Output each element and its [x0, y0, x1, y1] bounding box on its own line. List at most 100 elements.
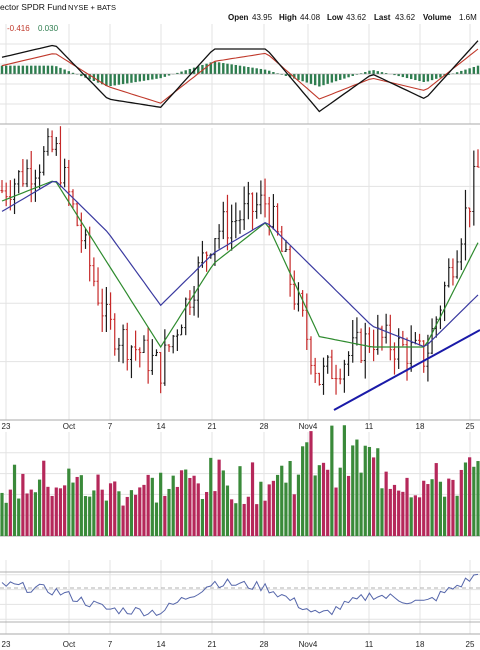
volume-bar: [246, 496, 250, 536]
macd-histogram-bar: [326, 74, 329, 84]
macd-histogram-bar: [422, 74, 425, 83]
macd-histogram-bar: [330, 74, 334, 83]
macd-histogram-bar: [222, 63, 225, 74]
macd-histogram-bar: [71, 72, 75, 74]
macd-histogram-bar: [205, 63, 208, 74]
volume-bar: [438, 481, 443, 536]
macd-histogram-bar: [297, 74, 300, 80]
volume-bar: [71, 482, 75, 536]
volume-bar: [8, 489, 12, 536]
x-tick-label: 28: [260, 640, 269, 649]
macd-histogram-bar: [284, 74, 288, 76]
volume-bar: [225, 485, 230, 536]
volume-label: Volume: [423, 13, 452, 22]
macd-histogram-bar: [380, 72, 384, 74]
volume-bar: [213, 491, 217, 536]
macd-histogram-bar: [305, 74, 309, 83]
macd-histogram-bar: [468, 68, 471, 74]
macd-histogram-bar: [472, 66, 476, 74]
macd-histogram-bar: [439, 74, 442, 78]
volume-bar: [455, 495, 459, 536]
volume-bar: [442, 496, 447, 536]
x-tick-label: 14: [157, 422, 166, 431]
volume-bar: [230, 499, 234, 536]
volume-bar: [154, 502, 159, 536]
volume-bar: [234, 503, 238, 536]
volume-bar: [50, 495, 54, 536]
macd-histogram-bar: [397, 74, 400, 77]
volume-bar: [409, 497, 413, 536]
exchange-label: NYSE + BATS: [68, 3, 116, 12]
macd-histogram-bar: [146, 74, 150, 81]
volume-bar: [129, 490, 134, 536]
macd-histogram-bar: [460, 70, 463, 74]
volume-bar: [338, 467, 342, 536]
x-tick-label: 21: [208, 422, 217, 431]
open-value: 43.95: [252, 13, 273, 22]
macd-histogram-bar: [63, 69, 66, 74]
volume-bar: [0, 492, 4, 536]
volume-bar: [346, 475, 351, 536]
volume-bar: [83, 496, 88, 536]
macd-histogram-bar: [334, 74, 338, 82]
macd-histogram-bar: [447, 74, 450, 75]
macd-histogram-bar: [0, 65, 4, 74]
volume-bar: [192, 475, 196, 536]
macd-histogram-bar: [343, 74, 346, 79]
macd-histogram-bar: [313, 74, 317, 86]
macd-histogram-bar: [55, 66, 58, 74]
volume-bar: [88, 496, 92, 536]
oscillator-panel: [1, 573, 479, 617]
volume-bar: [317, 465, 321, 536]
volume-bar: [426, 484, 430, 536]
volume-bar: [372, 457, 376, 536]
x-tick-label: 7: [108, 640, 113, 649]
volume-bar: [17, 498, 21, 536]
volume-bar: [184, 469, 188, 536]
volume-bar: [417, 497, 422, 536]
x-tick-label: Oct: [63, 422, 76, 431]
volume-bar: [422, 480, 426, 536]
volume-bar: [134, 494, 138, 536]
volume-bar: [255, 504, 259, 536]
volume-bar: [342, 425, 346, 536]
macd-histogram-bar: [226, 63, 229, 74]
macd-histogram-bar: [121, 74, 125, 85]
volume-bar: [217, 459, 221, 536]
macd-histogram-bar: [59, 67, 62, 74]
volume-bar: [63, 485, 67, 536]
macd-histogram-bar: [272, 72, 275, 74]
macd-histogram-bar: [42, 65, 45, 74]
volume-bar: [334, 487, 338, 536]
volume-bar: [447, 478, 451, 536]
volume-bar: [388, 488, 392, 536]
macd-histogram-bar: [276, 73, 279, 74]
volume-bar: [330, 425, 334, 536]
volume-bar: [46, 486, 50, 536]
macd-histogram-bar: [217, 62, 221, 74]
macd-histogram-bar: [347, 74, 350, 78]
macd-histogram-bar: [9, 65, 12, 74]
macd-histogram-bar: [293, 74, 296, 79]
volume-bar: [104, 500, 108, 536]
x-tick-label: 14: [157, 640, 166, 649]
volume-bar: [367, 446, 372, 536]
macd-histogram-bar: [34, 65, 37, 74]
volume-bar: [146, 474, 150, 536]
macd-legend: -0.416 0.030: [7, 24, 59, 33]
macd-histogram-bar: [263, 69, 267, 74]
volume-bar: [142, 484, 146, 536]
x-tick-label: Oct: [63, 640, 76, 649]
macd-histogram-bar: [134, 74, 137, 83]
macd-histogram-bar: [17, 65, 20, 74]
macd-histogram-bar: [159, 74, 162, 79]
volume-bar: [451, 479, 455, 536]
macd-histogram-bar: [113, 74, 116, 86]
volume-bar: [430, 479, 434, 536]
volume-bar: [405, 477, 409, 536]
support-trendline: [333, 329, 480, 411]
volume-bar: [267, 484, 271, 536]
macd-histogram-bar: [130, 74, 133, 83]
volume-bar: [209, 457, 213, 536]
macd-histogram-bar: [242, 66, 246, 74]
